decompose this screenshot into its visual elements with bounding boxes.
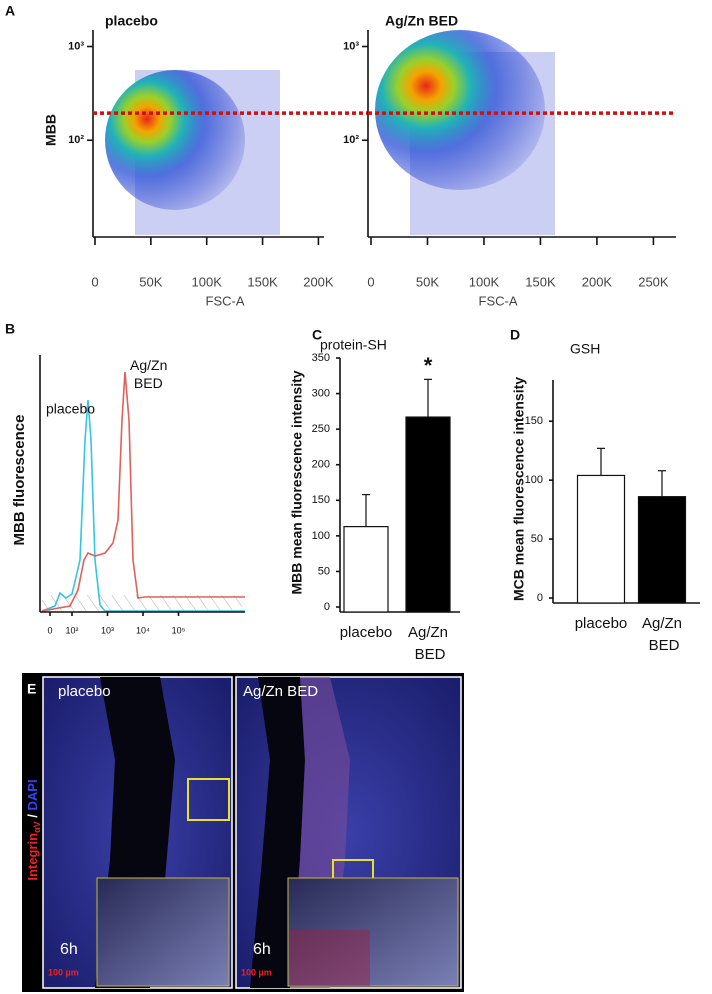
y-axis-label: MCB mean fluorescence intensity: [511, 377, 527, 601]
y-tick-label: 350: [312, 352, 330, 364]
x-tick-label: placebo: [575, 615, 628, 632]
stain-nucleus: DAPI: [25, 779, 40, 810]
x-tick-label: 10²: [65, 625, 78, 635]
scale-label: 100 µm: [241, 967, 272, 977]
x-axis-label: FSC-A: [479, 293, 518, 308]
bar: [576, 474, 626, 604]
x-tick-label: 10³: [101, 625, 114, 635]
curve-label: Ag/Zn BED: [130, 357, 167, 391]
y-tick-label: 50: [318, 565, 330, 577]
x-tick-label: 200K: [582, 274, 613, 289]
panel-title: Ag/Zn BED: [385, 13, 458, 29]
time-label: 6h: [253, 941, 271, 958]
significance-mark: *: [424, 353, 433, 378]
y-tick-label: 100: [525, 474, 543, 486]
curve-label: placebo: [46, 401, 95, 417]
y-tick-label: 150: [312, 494, 330, 506]
y-tick-label: 0: [324, 601, 330, 613]
panel-letter: A: [5, 3, 15, 19]
x-tick-label: 100K: [469, 274, 500, 289]
y-tick-label: 50: [531, 533, 543, 545]
panel-letter: B: [5, 321, 15, 337]
y-axis-label: MBB: [43, 114, 59, 146]
x-tick-label: 10⁴: [136, 625, 150, 635]
stain-marker: Integrin: [25, 833, 40, 881]
panel-letter: C: [312, 327, 322, 343]
x-axis-label: FSC-A: [206, 293, 245, 308]
x-tick-label: Ag/Zn BED: [408, 624, 448, 663]
x-tick-label: 50K: [416, 274, 439, 289]
y-tick-label: 300: [312, 387, 330, 399]
scale-label: 100 µm: [48, 967, 79, 977]
x-tick-label: placebo: [340, 624, 393, 641]
panel-title: GSH: [570, 341, 600, 357]
y-tick-label: 10³: [343, 40, 359, 52]
x-tick-label: 150K: [525, 274, 556, 289]
bar: [343, 526, 389, 613]
panel-letter: E: [27, 681, 36, 697]
density-cloud: [105, 30, 555, 235]
stain-label: IntegrinαV / DAPI: [25, 779, 42, 880]
bar: [405, 416, 451, 613]
x-tick-label: 10⁵: [172, 625, 186, 635]
x-tick-label: 200K: [303, 274, 334, 289]
x-tick-label: 0: [367, 274, 374, 289]
panel-title: protein-SH: [320, 337, 387, 353]
x-tick-label: Ag/Zn BED: [642, 615, 682, 654]
y-tick-label: 100: [312, 530, 330, 542]
y-axis-label: MBB mean fluorescence intensity: [289, 370, 305, 594]
y-tick-label: 150: [525, 415, 543, 427]
y-axis-label: MBB fluorescence: [11, 415, 28, 546]
time-label: 6h: [60, 941, 78, 958]
y-tick-label: 250: [312, 423, 330, 435]
x-tick-label: 150K: [247, 274, 278, 289]
stain-separator: /: [25, 811, 40, 822]
bar: [637, 496, 687, 604]
y-tick-label: 10³: [68, 40, 84, 52]
x-tick-label: 0: [47, 625, 52, 635]
y-tick-label: 0: [537, 592, 543, 604]
y-tick-label: 10²: [343, 134, 359, 146]
y-tick-label: 10²: [68, 134, 84, 146]
image-label: placebo: [58, 683, 111, 700]
x-tick-label: 0: [91, 274, 98, 289]
panel-letter: D: [510, 327, 520, 343]
image-label: Ag/Zn BED: [243, 683, 318, 700]
x-tick-label: 250K: [638, 274, 669, 289]
micrograph: [22, 673, 464, 992]
x-tick-label: 50K: [139, 274, 162, 289]
panel-title: placebo: [105, 13, 158, 29]
stain-subscript: αV: [32, 821, 42, 833]
histogram: [41, 371, 245, 612]
x-tick-label: 100K: [192, 274, 223, 289]
y-tick-label: 200: [312, 459, 330, 471]
